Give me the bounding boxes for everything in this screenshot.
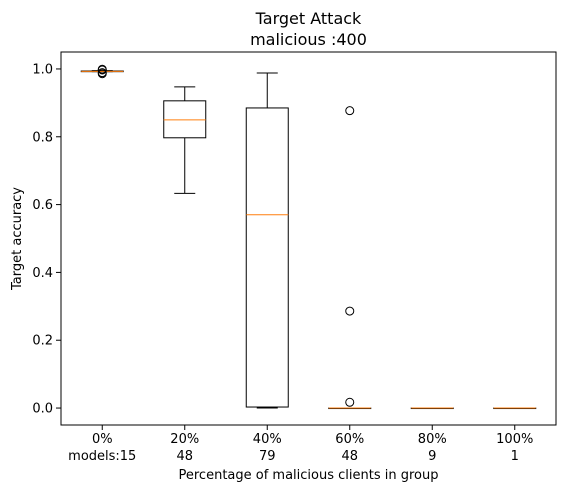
y-axis-label: Target accuracy: [10, 187, 25, 291]
y-tick-label: 0.2: [32, 334, 53, 349]
x-tick-label: 0%: [92, 432, 113, 447]
chart-title: Target Attack: [255, 9, 362, 28]
outlier-point: [345, 106, 355, 116]
x-tick-count-label: models:15: [68, 449, 136, 464]
x-tick-count-label: 48: [341, 449, 358, 464]
y-tick-label: 1.0: [32, 62, 53, 77]
outlier-point: [97, 68, 107, 78]
chart-subtitle: malicious :400: [250, 30, 367, 49]
y-tick-label: 0.8: [32, 130, 53, 145]
outlier-point: [97, 64, 107, 74]
y-tick-label: 0.0: [32, 402, 53, 417]
x-tick-count-label: 9: [428, 449, 436, 464]
y-tick-label: 0.4: [32, 266, 53, 281]
y-tick-label: 0.6: [32, 198, 53, 213]
x-tick-count-label: 1: [511, 449, 519, 464]
plot-area: [80, 64, 537, 410]
outlier-point: [345, 397, 355, 407]
plot-frame: [60, 51, 557, 426]
outlier-point: [345, 306, 355, 316]
x-axis-label: Percentage of malicious clients in group: [179, 468, 439, 483]
box-iqr: [245, 107, 289, 408]
x-tick-label: 80%: [418, 432, 447, 447]
x-tick-count-label: 79: [259, 449, 276, 464]
x-tick-label: 100%: [496, 432, 533, 447]
x-tick-count-label: 48: [176, 449, 193, 464]
box-iqr: [163, 100, 207, 139]
x-tick-label: 40%: [253, 432, 282, 447]
x-tick-label: 60%: [335, 432, 364, 447]
x-tick-label: 20%: [170, 432, 199, 447]
